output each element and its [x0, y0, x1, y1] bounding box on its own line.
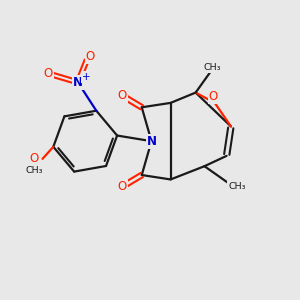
- Text: N: N: [146, 135, 157, 148]
- Text: O: O: [117, 180, 127, 193]
- Text: O: O: [44, 67, 53, 80]
- Text: O: O: [85, 50, 95, 63]
- Text: CH₃: CH₃: [228, 182, 246, 191]
- Text: +: +: [82, 72, 90, 82]
- Text: CH₃: CH₃: [203, 63, 220, 72]
- Text: CH₃: CH₃: [26, 166, 43, 175]
- Text: N: N: [73, 76, 83, 89]
- Text: O: O: [209, 90, 218, 103]
- Text: O: O: [117, 89, 127, 102]
- Text: O: O: [30, 152, 39, 165]
